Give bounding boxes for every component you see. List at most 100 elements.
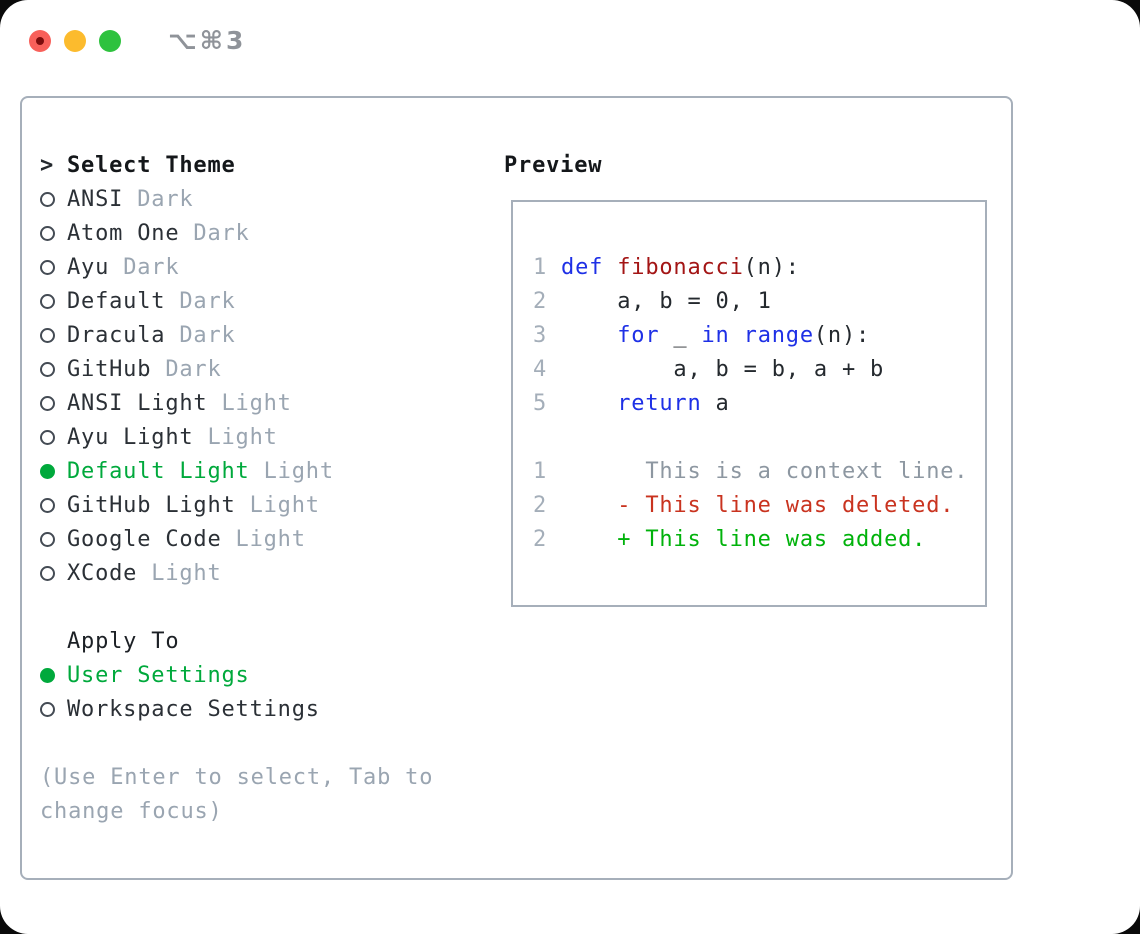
spacer	[40, 726, 433, 760]
radio-unselected-icon	[40, 429, 55, 445]
apply-option-label: Workspace Settings	[67, 696, 320, 722]
line-number: 5	[533, 391, 548, 416]
code-segment: a	[701, 391, 730, 416]
focus-prompt-icon: >	[40, 152, 55, 178]
code-line	[533, 421, 985, 455]
code-segment: a, b = b, a + b	[561, 357, 885, 382]
spacer	[40, 590, 433, 624]
code-segment: + This line was added.	[561, 527, 927, 552]
code-segment	[561, 323, 617, 348]
theme-option-ayu-light[interactable]: Ayu Light Light	[40, 420, 433, 454]
theme-option-dracula[interactable]: Dracula Dark	[40, 318, 433, 352]
titlebar: ⌥⌘3	[29, 26, 246, 55]
code-segment	[603, 255, 617, 280]
theme-name: Atom One	[67, 220, 194, 246]
line-number: 1	[533, 255, 548, 280]
code-segment: - This line was deleted.	[561, 493, 955, 518]
theme-name: Dracula	[67, 322, 180, 348]
theme-variant: Light	[249, 492, 320, 518]
apply-option-label: User Settings	[67, 662, 250, 688]
radio-unselected-icon	[40, 395, 55, 411]
radio-unselected-icon	[40, 327, 55, 343]
theme-name: XCode	[67, 560, 152, 586]
radio-cell	[40, 429, 67, 445]
theme-list: ANSI Dark Atom One Dark Ayu Dark Default Da…	[40, 182, 433, 590]
theme-option-ayu[interactable]: Ayu Dark	[40, 250, 433, 284]
radio-cell	[40, 667, 67, 683]
theme-column: > Select Theme ANSI Dark Atom One Dark Ayu …	[40, 148, 433, 828]
theme-option-atom-one[interactable]: Atom One Dark	[40, 216, 433, 250]
theme-option-google-code[interactable]: Google Code Light	[40, 522, 433, 556]
code-line: 1 def fibonacci(n):	[533, 251, 985, 285]
theme-option-default[interactable]: Default Dark	[40, 284, 433, 318]
apply-option-user-settings[interactable]: User Settings	[40, 658, 433, 692]
theme-variant: Dark	[137, 186, 194, 212]
theme-name: Ayu	[67, 254, 124, 280]
code-segment	[561, 391, 617, 416]
code-line: 3 for _ in range(n):	[533, 319, 985, 353]
line-number: 1	[533, 459, 548, 484]
radio-unselected-icon	[40, 701, 55, 717]
radio-unselected-icon	[40, 531, 55, 547]
radio-cell	[40, 259, 67, 275]
theme-option-ansi[interactable]: ANSI Dark	[40, 182, 433, 216]
theme-name: Default Light	[67, 458, 264, 484]
code-line: 4 a, b = b, a + b	[533, 353, 985, 387]
code-segment	[730, 323, 744, 348]
theme-variant: Light	[151, 560, 222, 586]
radio-cell	[40, 565, 67, 581]
radio-cell	[40, 293, 67, 309]
code-line: 2 a, b = 0, 1	[533, 285, 985, 319]
theme-name: Google Code	[67, 526, 236, 552]
theme-variant: Dark	[165, 356, 222, 382]
main-panel: > Select Theme ANSI Dark Atom One Dark Ayu …	[20, 96, 1013, 880]
radio-cell	[40, 361, 67, 377]
radio-cell	[40, 701, 67, 717]
theme-name: GitHub	[67, 356, 166, 382]
code-segment: range	[743, 323, 814, 348]
radio-unselected-icon	[40, 225, 55, 241]
radio-selected-icon	[40, 463, 55, 479]
theme-option-github[interactable]: GitHub Dark	[40, 352, 433, 386]
theme-variant: Dark	[123, 254, 180, 280]
theme-name: Default	[67, 288, 180, 314]
radio-cell	[40, 531, 67, 547]
zoom-window-button[interactable]	[99, 29, 121, 52]
code-line: 2 - This line was deleted.	[533, 489, 985, 523]
code-segment: (n):	[813, 323, 871, 348]
minimize-window-button[interactable]	[64, 29, 86, 52]
theme-option-ansi-light[interactable]: ANSI Light Light	[40, 386, 433, 420]
radio-unselected-icon	[40, 565, 55, 581]
apply-option-workspace-settings[interactable]: Workspace Settings	[40, 692, 433, 726]
theme-option-default-light[interactable]: Default Light Light	[40, 454, 433, 488]
theme-name: ANSI	[67, 186, 138, 212]
theme-variant: Dark	[193, 220, 250, 246]
theme-variant: Light	[263, 458, 334, 484]
radio-unselected-icon	[40, 293, 55, 309]
line-number: 4	[533, 357, 548, 382]
hint-line-2: change focus)	[40, 798, 223, 824]
theme-variant: Light	[235, 526, 306, 552]
radio-cell	[40, 395, 67, 411]
radio-unselected-icon	[40, 361, 55, 377]
radio-cell	[40, 497, 67, 513]
code-segment: return	[617, 391, 702, 416]
radio-selected-icon	[40, 667, 55, 683]
code-segment: a, b = 0, 1	[561, 289, 772, 314]
radio-unselected-icon	[40, 259, 55, 275]
radio-cell	[40, 225, 67, 241]
radio-cell	[40, 463, 67, 479]
code-line: 5 return a	[533, 387, 985, 421]
theme-option-xcode[interactable]: XCode Light	[40, 556, 433, 590]
theme-variant: Light	[207, 424, 278, 450]
theme-option-github-light[interactable]: GitHub Light Light	[40, 488, 433, 522]
preview-title: Preview	[504, 152, 603, 178]
close-window-button[interactable]	[29, 29, 51, 52]
apply-to-list: User Settings Workspace Settings	[40, 658, 433, 726]
code-segment: This is a context line.	[561, 459, 969, 484]
line-number: 3	[533, 323, 548, 348]
